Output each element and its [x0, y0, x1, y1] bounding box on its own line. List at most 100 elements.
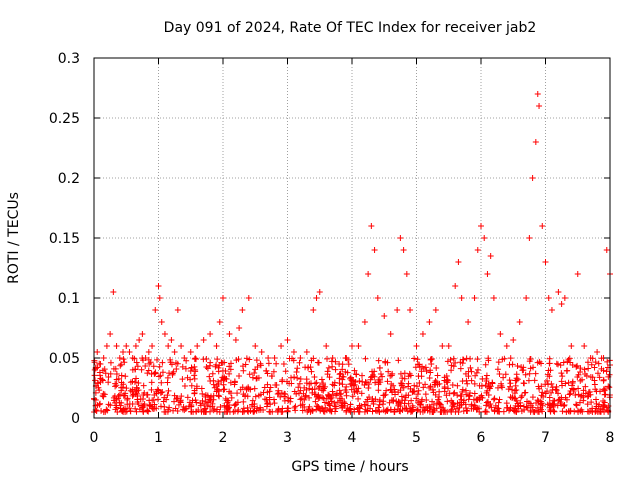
noise-point — [433, 365, 440, 372]
noise-point — [296, 390, 303, 397]
noise-point — [112, 383, 119, 390]
y-tick-label: 0.1 — [58, 291, 80, 307]
noise-point — [577, 408, 584, 415]
noise-point — [172, 359, 179, 366]
noise-point — [222, 395, 229, 402]
noise-point — [336, 387, 343, 394]
noise-point — [420, 384, 427, 391]
noise-point — [199, 390, 206, 397]
noise-point — [560, 403, 567, 410]
noise-point — [313, 379, 320, 386]
noise-point — [429, 356, 436, 363]
noise-point — [264, 370, 271, 377]
noise-point — [471, 380, 478, 387]
noise-point — [338, 402, 345, 409]
noise-point — [386, 399, 393, 406]
data-point — [426, 319, 433, 325]
data-point — [207, 331, 214, 337]
noise-point — [490, 396, 497, 403]
noise-point — [535, 398, 542, 405]
noise-point — [521, 389, 528, 396]
noise-point — [107, 370, 114, 377]
y-axis-label: ROTI / TECUs — [6, 192, 22, 284]
data-point — [365, 271, 372, 277]
data-point — [594, 349, 601, 355]
noise-point — [329, 381, 336, 388]
noise-point — [485, 398, 492, 405]
noise-point — [299, 401, 306, 408]
noise-point — [234, 390, 241, 397]
noise-point — [333, 392, 340, 399]
noise-point — [399, 375, 406, 382]
noise-point — [441, 377, 448, 384]
noise-point — [564, 358, 571, 365]
data-point — [168, 337, 175, 343]
noise-point — [249, 374, 256, 381]
data-point — [145, 349, 152, 355]
noise-point — [324, 355, 331, 362]
noise-point — [121, 359, 128, 366]
data-point — [142, 355, 149, 361]
noise-point — [374, 408, 381, 415]
noise-point — [559, 373, 566, 380]
noise-point — [126, 400, 133, 407]
noise-point — [341, 400, 348, 407]
noise-point — [538, 383, 545, 390]
noise-point — [371, 368, 378, 375]
noise-point — [452, 359, 459, 366]
noise-point — [153, 388, 160, 395]
noise-point — [231, 408, 238, 415]
noise-point — [399, 397, 406, 404]
noise-point — [578, 406, 585, 413]
noise-point — [342, 386, 349, 393]
data-point — [181, 355, 188, 361]
noise-point — [265, 360, 272, 367]
noise-point — [151, 392, 158, 399]
noise-point — [242, 392, 249, 399]
noise-point — [133, 384, 140, 391]
x-tick-label: 6 — [477, 430, 486, 446]
noise-point — [423, 404, 430, 411]
noise-point — [402, 405, 409, 412]
noise-point — [525, 377, 532, 384]
noise-point — [353, 371, 360, 378]
noise-point — [436, 380, 443, 387]
noise-point — [498, 382, 505, 389]
noise-point — [217, 404, 224, 411]
noise-point — [325, 392, 332, 399]
data-point — [126, 349, 133, 355]
data-point — [361, 319, 368, 325]
data-point — [381, 313, 388, 319]
noise-point — [305, 364, 312, 371]
noise-point — [353, 385, 360, 392]
noise-point — [422, 391, 429, 398]
noise-point — [182, 365, 189, 372]
noise-point — [226, 370, 233, 377]
data-point — [455, 259, 462, 265]
noise-point — [483, 409, 490, 415]
noise-point — [231, 381, 238, 388]
data-point — [452, 283, 459, 289]
noise-point — [526, 370, 533, 377]
noise-point — [271, 400, 278, 407]
noise-point — [332, 366, 339, 373]
noise-point — [264, 389, 271, 396]
noise-point — [145, 367, 152, 374]
noise-point — [252, 393, 259, 400]
noise-point — [339, 366, 346, 373]
noise-point — [203, 408, 210, 415]
noise-point — [390, 398, 397, 405]
noise-point — [457, 393, 464, 400]
noise-point — [159, 369, 166, 376]
noise-point — [117, 405, 124, 412]
noise-point — [227, 379, 234, 386]
noise-point — [464, 380, 471, 387]
noise-point — [589, 409, 596, 415]
noise-point — [94, 364, 101, 371]
noise-point — [499, 384, 506, 391]
noise-point — [169, 371, 176, 378]
noise-point — [361, 408, 368, 415]
noise-point — [215, 378, 222, 385]
noise-point — [133, 375, 140, 382]
noise-point — [278, 390, 285, 397]
